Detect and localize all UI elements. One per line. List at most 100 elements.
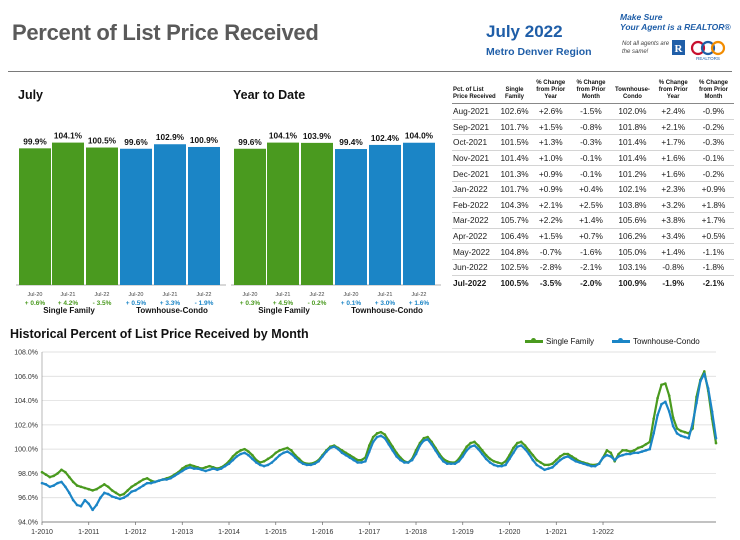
data-point	[438, 455, 441, 458]
data-point	[192, 464, 196, 468]
table-cell: 105.0%	[611, 243, 654, 260]
data-point	[286, 450, 289, 453]
data-point	[593, 464, 597, 468]
data-point	[500, 464, 504, 468]
july-change-label: + 0.6%	[25, 300, 46, 307]
ytd-category-label: Jul-20	[344, 292, 359, 298]
data-point	[184, 467, 188, 470]
data-point	[356, 461, 359, 464]
data-point	[683, 430, 687, 434]
column-header: Pct. of List Price Received	[452, 80, 498, 104]
data-point	[699, 379, 702, 383]
table-cell: +3.8%	[653, 212, 693, 229]
table-row: Mar-2022 105.7% +2.2% +1.4% 105.6% +3.8% +1.7%	[452, 212, 734, 229]
table-cell: -0.7%	[531, 243, 571, 260]
data-point	[126, 489, 130, 492]
table-row: Aug-2021 102.6% +2.6% -1.5% 102.0% +2.4% -0.9%	[452, 103, 734, 120]
data-point	[305, 463, 309, 467]
ytd-bar-chart: 99.6% Jul-20 + 0.3% 104.1% Jul-21 + 4.5% 103.9…	[231, 131, 441, 307]
table-cell: 101.5%	[498, 134, 532, 151]
july-group-single-label: Single Family	[43, 306, 95, 315]
table-cell: 103.8%	[611, 197, 654, 214]
data-point	[110, 489, 114, 492]
table-row: Jan-2022 101.7% +0.9% +0.4% 102.1% +2.3% +0.9%	[452, 181, 734, 198]
table-cell: 106.4%	[498, 228, 532, 245]
table-cell: Sep-2021	[452, 119, 498, 136]
table-header-row: Pct. of List Price Received Single Family…	[452, 80, 734, 104]
data-point	[67, 491, 71, 495]
table-row: Oct-2021 101.5% +1.3% -0.3% 101.4% +1.7% -0.3%	[452, 134, 734, 151]
table-cell: +1.3%	[531, 134, 571, 151]
data-point	[247, 453, 250, 457]
data-point	[406, 461, 410, 464]
table-cell: -0.9%	[692, 103, 734, 120]
july-category-label: Jul-20	[28, 292, 43, 298]
data-point	[461, 451, 465, 455]
table-cell: +1.7%	[692, 212, 734, 229]
ytd-bar	[335, 149, 367, 285]
data-point	[301, 462, 305, 466]
data-point	[40, 470, 44, 474]
table-cell: 101.3%	[498, 165, 532, 182]
data-point	[379, 430, 383, 434]
brand-tagline-3: Not all agents are the same!	[622, 41, 670, 55]
data-point	[266, 463, 270, 467]
table-cell: +0.4%	[570, 181, 612, 198]
data-point	[477, 447, 480, 451]
data-point	[87, 502, 91, 506]
data-point	[379, 434, 383, 438]
x-tick-label: 1-2018	[405, 529, 427, 536]
table-cell: -0.1%	[692, 150, 734, 167]
data-point	[87, 487, 91, 491]
data-point	[590, 464, 593, 468]
data-point	[79, 504, 83, 508]
data-point	[523, 444, 527, 447]
data-point	[660, 383, 663, 387]
data-point	[282, 451, 285, 455]
data-point	[344, 451, 348, 455]
table-cell: +2.4%	[653, 103, 693, 120]
data-point	[71, 480, 75, 484]
ytd-value-label: 102.4%	[371, 133, 400, 143]
x-tick-label: 1-2020	[499, 529, 521, 536]
data-point	[695, 401, 698, 405]
data-point	[414, 452, 418, 456]
data-point	[578, 461, 581, 464]
y-tick-label: 108.0%	[14, 350, 38, 357]
july-value-label: 102.9%	[156, 132, 185, 142]
data-point	[91, 489, 94, 492]
data-point	[375, 435, 379, 439]
data-point	[290, 449, 293, 452]
data-point	[235, 455, 239, 458]
data-point	[628, 452, 632, 456]
data-point	[251, 457, 254, 461]
data-point	[157, 479, 161, 483]
data-point	[274, 457, 278, 461]
data-point	[91, 508, 94, 512]
data-point	[103, 483, 106, 486]
data-point	[652, 417, 655, 421]
data-point	[270, 461, 274, 464]
ytd-value-label: 104.0%	[405, 131, 434, 141]
july-category-label: Jul-20	[129, 292, 144, 298]
data-point	[145, 476, 149, 480]
data-point	[141, 484, 145, 487]
july-change-label: + 3.3%	[160, 300, 181, 307]
table-cell: Jul-2022	[453, 278, 487, 289]
ytd-change-label: + 3.0%	[375, 300, 396, 307]
ytd-change-label: + 0.3%	[240, 300, 261, 307]
data-point	[367, 450, 371, 453]
data-point	[286, 446, 289, 450]
realtor-brand-block: Make Sure Your Agent is a REALTOR® Not a…	[620, 12, 736, 64]
data-point	[570, 455, 574, 458]
table-cell: 101.4%	[498, 150, 532, 167]
data-point	[523, 447, 527, 451]
data-point	[480, 452, 484, 456]
july-group-townhouse-label: Townhouse-Condo	[136, 306, 208, 315]
data-point	[40, 481, 44, 485]
table-cell: +1.6%	[653, 165, 693, 182]
table-cell: 101.7%	[498, 119, 532, 136]
table-cell: -2.8%	[531, 259, 571, 276]
data-point	[527, 449, 531, 452]
data-point	[488, 457, 492, 461]
